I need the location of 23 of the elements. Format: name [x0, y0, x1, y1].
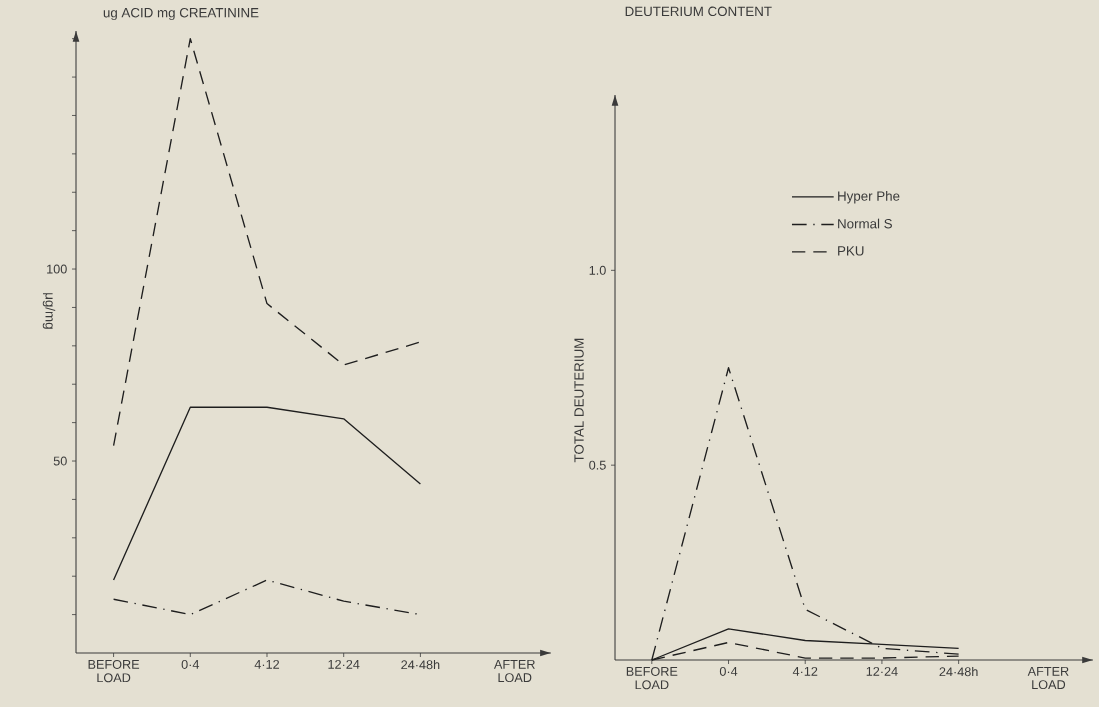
x-tick-label: 0·4: [181, 659, 200, 669]
y-tick-label: 0.5: [589, 460, 606, 470]
x-tick-label: BEFORE LOAD: [88, 659, 140, 683]
chart-title: DEUTERIUM CONTENT: [625, 6, 772, 17]
x-tick-label: 12·24: [866, 666, 898, 676]
chart-title: ug ACID mg CREATININE: [103, 7, 259, 21]
x-tick-label: 0·4: [719, 666, 738, 676]
legend-label: Normal S: [838, 218, 892, 229]
x-axis-title: AFTER LOAD: [493, 659, 535, 683]
legend-label: PKU: [838, 246, 864, 256]
x-tick-label: 24·48h: [401, 659, 440, 670]
y-tick-label: 1.0: [589, 265, 606, 275]
x-axis-title: AFTER LOAD: [1027, 666, 1069, 690]
y-tick-label: 100: [47, 264, 67, 274]
x-tick-label: 4·12: [792, 666, 818, 676]
legend-label: Hyper Phe: [838, 191, 900, 204]
y-axis-title: TOTAL DEUTERIUM: [574, 338, 584, 463]
x-tick-label: 12·24: [328, 659, 360, 669]
x-tick-label: 24·48h: [939, 666, 978, 677]
x-tick-label: 4·12: [254, 659, 280, 669]
x-tick-label: BEFORE LOAD: [626, 666, 678, 690]
y-tick-label: 50: [53, 456, 67, 466]
y-axis-title: μg/mg: [42, 293, 56, 329]
